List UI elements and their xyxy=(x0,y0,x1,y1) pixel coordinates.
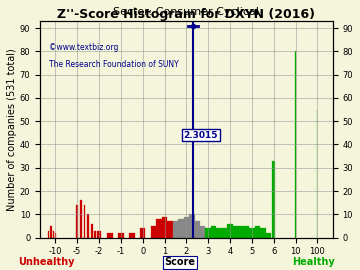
Bar xyxy=(178,219,184,238)
Bar xyxy=(227,224,233,238)
Bar xyxy=(238,226,244,238)
Bar xyxy=(244,226,249,238)
Bar xyxy=(194,221,200,238)
Bar xyxy=(156,219,162,238)
Text: Unhealthy: Unhealthy xyxy=(19,257,75,267)
Bar xyxy=(222,228,227,238)
Bar xyxy=(167,221,173,238)
Text: ©www.textbiz.org: ©www.textbiz.org xyxy=(49,43,118,52)
Bar xyxy=(211,226,216,238)
Bar xyxy=(129,233,135,238)
Text: The Research Foundation of SUNY: The Research Foundation of SUNY xyxy=(49,60,179,69)
Bar xyxy=(107,233,113,238)
Bar xyxy=(206,228,211,238)
Bar xyxy=(295,51,296,238)
Bar xyxy=(118,233,123,238)
Bar xyxy=(91,224,93,238)
Bar xyxy=(50,226,51,238)
Bar xyxy=(76,205,78,238)
Bar xyxy=(53,231,54,238)
Bar xyxy=(260,228,266,238)
Bar xyxy=(200,226,206,238)
Bar xyxy=(84,205,85,238)
Bar xyxy=(173,221,178,238)
Bar xyxy=(55,233,56,238)
Bar xyxy=(266,233,271,238)
Bar xyxy=(87,214,89,238)
Bar xyxy=(255,226,260,238)
Bar xyxy=(233,226,238,238)
Bar xyxy=(80,200,82,238)
Bar xyxy=(249,228,255,238)
Bar xyxy=(189,214,194,238)
Text: Sector: Consumer Cyclical: Sector: Consumer Cyclical xyxy=(113,7,260,17)
Bar xyxy=(272,161,275,238)
Bar xyxy=(48,231,49,238)
Bar xyxy=(216,228,222,238)
Text: Score: Score xyxy=(165,257,195,267)
Bar xyxy=(184,217,189,238)
Bar xyxy=(94,231,96,238)
Bar xyxy=(151,226,156,238)
Bar xyxy=(162,217,167,238)
Text: 2.3015: 2.3015 xyxy=(183,131,218,140)
Bar xyxy=(97,231,101,238)
Y-axis label: Number of companies (531 total): Number of companies (531 total) xyxy=(7,48,17,211)
Bar xyxy=(140,228,145,238)
Title: Z''-Score Histogram for DXYN (2016): Z''-Score Histogram for DXYN (2016) xyxy=(57,8,315,21)
Text: Healthy: Healthy xyxy=(292,257,334,267)
